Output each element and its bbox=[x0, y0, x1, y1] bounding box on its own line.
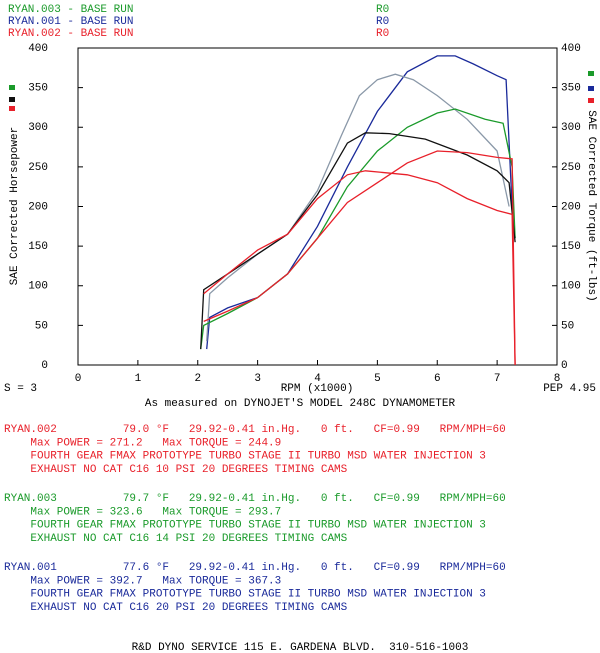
marker bbox=[9, 85, 15, 90]
footer: R&D DYNO SERVICE 115 E. GARDENA BLVD. 31… bbox=[132, 642, 469, 653]
x-tick-label: 4 bbox=[314, 373, 321, 385]
marker bbox=[588, 98, 594, 103]
note-line: EXHAUST NO CAT C16 14 PSI 20 DEGREES TIM… bbox=[4, 533, 348, 545]
note-line: Max POWER = 271.2 Max TORQUE = 244.9 bbox=[4, 437, 281, 449]
y2-axis-label: SAE Corrected Torque (ft-lbs) bbox=[585, 110, 597, 301]
x-tick-label: 7 bbox=[494, 373, 501, 385]
y-tick-label: 200 bbox=[28, 201, 48, 213]
legend-entry: RYAN.002 - BASE RUN bbox=[8, 28, 133, 40]
legend-entry: RYAN.003 - BASE RUN bbox=[8, 4, 133, 16]
y-tick-label: 0 bbox=[41, 360, 48, 372]
marker bbox=[9, 97, 15, 102]
y2-tick-label: 350 bbox=[561, 83, 581, 95]
y2-tick-label: 0 bbox=[561, 360, 568, 372]
x-tick-label: 5 bbox=[374, 373, 381, 385]
y-tick-label: 150 bbox=[28, 241, 48, 253]
note-line: FOURTH GEAR FMAX PROTOTYPE TURBO STAGE I… bbox=[4, 589, 486, 601]
legend-entry: RYAN.001 - BASE RUN bbox=[8, 16, 133, 28]
legend-tag: R0 bbox=[376, 16, 389, 28]
legend-tag: R0 bbox=[376, 4, 389, 16]
y-tick-label: 350 bbox=[28, 83, 48, 95]
x-tick-label: 8 bbox=[554, 373, 561, 385]
y-tick-label: 400 bbox=[28, 43, 48, 55]
marker bbox=[588, 86, 594, 91]
legend-tag: R0 bbox=[376, 28, 389, 40]
note-line: RYAN.003 79.7 °F 29.92-0.41 in.Hg. 0 ft.… bbox=[4, 493, 506, 505]
x-tick-label: 1 bbox=[135, 373, 142, 385]
marker bbox=[9, 106, 15, 111]
y2-tick-label: 400 bbox=[561, 43, 581, 55]
note-line: RYAN.002 79.0 °F 29.92-0.41 in.Hg. 0 ft.… bbox=[4, 424, 506, 436]
note-line: FOURTH GEAR FMAX PROTOTYPE TURBO STAGE I… bbox=[4, 520, 486, 532]
curve bbox=[206, 55, 516, 350]
y-tick-label: 250 bbox=[28, 162, 48, 174]
plot-frame bbox=[77, 47, 558, 366]
note-line: FOURTH GEAR FMAX PROTOTYPE TURBO STAGE I… bbox=[4, 451, 486, 463]
x-tick-label: 6 bbox=[434, 373, 441, 385]
y2-tick-label: 100 bbox=[561, 281, 581, 293]
marker bbox=[588, 71, 594, 76]
y2-tick-label: 300 bbox=[561, 122, 581, 134]
y-tick-label: 50 bbox=[35, 320, 48, 332]
note-line: RYAN.001 77.6 °F 29.92-0.41 in.Hg. 0 ft.… bbox=[4, 562, 506, 574]
smoothing: S = 3 bbox=[4, 383, 37, 395]
curve bbox=[200, 132, 516, 350]
x-tick-label: 2 bbox=[194, 373, 201, 385]
x-axis-label: RPM (x1000) bbox=[281, 383, 354, 395]
curve bbox=[203, 170, 516, 366]
y-tick-label: 300 bbox=[28, 122, 48, 134]
x-tick-label: 3 bbox=[254, 373, 261, 385]
version: PEP 4.95 bbox=[543, 383, 596, 395]
note-line: EXHAUST NO CAT C16 10 PSI 20 DEGREES TIM… bbox=[4, 464, 348, 476]
y2-tick-label: 150 bbox=[561, 241, 581, 253]
curve bbox=[200, 108, 516, 350]
curve bbox=[203, 150, 516, 366]
y-axis-label: SAE Corrected Horsepower bbox=[9, 127, 21, 285]
y2-tick-label: 250 bbox=[561, 162, 581, 174]
y2-tick-label: 200 bbox=[561, 201, 581, 213]
note-line: EXHAUST NO CAT C16 20 PSI 20 DEGREES TIM… bbox=[4, 602, 348, 614]
x-tick-label: 0 bbox=[75, 373, 82, 385]
note-line: Max POWER = 323.6 Max TORQUE = 293.7 bbox=[4, 506, 281, 518]
subtitle: As measured on DYNOJET'S MODEL 248C DYNA… bbox=[145, 398, 456, 410]
y2-tick-label: 50 bbox=[561, 320, 574, 332]
curve bbox=[206, 73, 510, 342]
y-tick-label: 100 bbox=[28, 281, 48, 293]
note-line: Max POWER = 392.7 Max TORQUE = 367.3 bbox=[4, 575, 281, 587]
